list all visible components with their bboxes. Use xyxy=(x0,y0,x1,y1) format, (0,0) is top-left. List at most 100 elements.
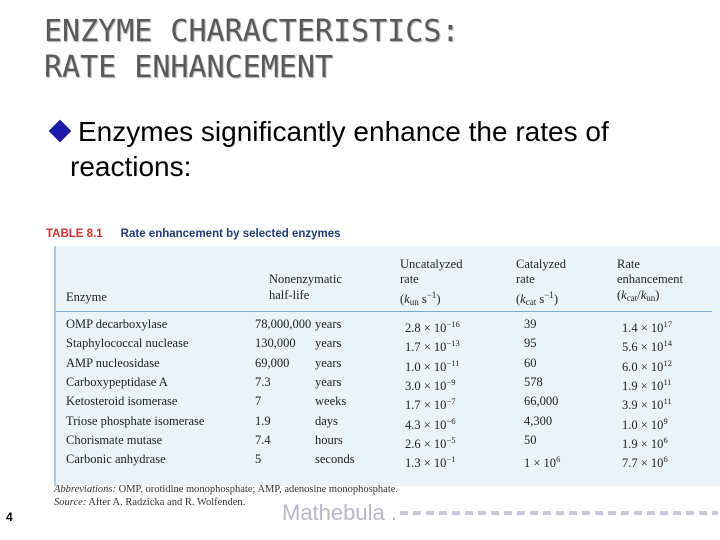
catalyzed-rate-exponent: 6 xyxy=(556,454,561,464)
uncatalyzed-rate-exponent: −7 xyxy=(446,396,456,406)
row-rate-enhancement: 6.0 × 1012 xyxy=(622,356,672,375)
rate-enhancement-base: 6.0 × 10 xyxy=(622,360,664,374)
row-catalyzed-rate: 95 xyxy=(524,336,537,350)
rate-enhancement-base: 1.4 × 10 xyxy=(622,321,664,335)
header-halflife-2: half-life xyxy=(269,288,310,302)
footnote-source: Source: After A. Radzicka and R. Wolfend… xyxy=(54,497,245,508)
page-number: 4 xyxy=(6,510,13,524)
row-uncatalyzed-rate: 1.7 × 10−13 xyxy=(405,336,460,355)
row-uncatalyzed-rate: 1.7 × 10−7 xyxy=(405,394,455,413)
uncatalyzed-rate-base: 1.3 × 10 xyxy=(405,456,447,470)
row-enzyme-name: Carboxypeptidase A xyxy=(66,375,168,389)
rate-enhancement-exponent: 9 xyxy=(663,416,668,426)
row-enzyme-name: Triose phosphate isomerase xyxy=(66,414,205,428)
row-catalyzed-rate: 50 xyxy=(524,433,537,447)
rate-enhancement-base: 7.7 × 10 xyxy=(622,456,664,470)
row-halflife-unit: weeks xyxy=(315,394,347,408)
table-label: TABLE 8.1 xyxy=(46,228,103,240)
table-caption: TABLE 8.1 Rate enhancement by selected en… xyxy=(46,228,341,240)
row-halflife-unit: years xyxy=(315,336,342,350)
rate-enhancement-exponent: 6 xyxy=(663,435,668,445)
row-halflife-value: 7.4 xyxy=(255,433,271,447)
table-title: Rate enhancement by selected enzymes xyxy=(120,228,341,240)
uncatalyzed-rate-exponent: −5 xyxy=(446,435,456,445)
row-halflife-value: 78,000,000 xyxy=(255,317,312,331)
rate-enhancement-exponent: 17 xyxy=(663,319,672,329)
header-enh-2: enhancement xyxy=(617,272,683,286)
row-enzyme-name: AMP nucleosidase xyxy=(66,356,160,370)
uncatalyzed-rate-exponent: −11 xyxy=(446,358,460,368)
row-uncatalyzed-rate: 4.3 × 10−6 xyxy=(405,414,455,433)
uncatalyzed-rate-exponent: −9 xyxy=(446,377,456,387)
header-halflife-1: Nonenzymatic xyxy=(269,272,342,286)
rate-enhancement-exponent: 14 xyxy=(663,338,672,348)
rate-enhancement-exponent: 11 xyxy=(663,396,672,406)
row-halflife-value: 7 xyxy=(255,394,262,408)
header-uncat-units: (kun s−1) xyxy=(400,290,441,307)
row-rate-enhancement: 1.0 × 109 xyxy=(622,414,668,433)
catalyzed-rate-base: 1 × 10 xyxy=(524,456,557,470)
row-uncatalyzed-rate: 3.0 × 10−9 xyxy=(405,375,455,394)
uncatalyzed-rate-base: 2.8 × 10 xyxy=(405,321,447,335)
header-cat-units: (kcat s−1) xyxy=(516,290,558,307)
row-enzyme-name: OMP decarboxylase xyxy=(66,317,168,331)
row-rate-enhancement: 1.9 × 106 xyxy=(622,433,668,452)
bullet-text-line2: reactions: xyxy=(70,151,192,182)
row-halflife-value: 5 xyxy=(255,452,262,466)
rate-enhancement-base: 1.0 × 10 xyxy=(622,418,664,432)
row-rate-enhancement: 1.4 × 1017 xyxy=(622,317,672,336)
uncatalyzed-rate-base: 1.0 × 10 xyxy=(405,360,447,374)
enzyme-table-figure: TABLE 8.1 Rate enhancement by selected en… xyxy=(40,216,720,516)
header-enh-units: (kcat/kun) xyxy=(617,288,660,303)
row-uncatalyzed-rate: 1.3 × 10−1 xyxy=(405,452,455,471)
row-halflife-value: 1.9 xyxy=(255,414,271,428)
row-halflife-unit: years xyxy=(315,317,342,331)
row-catalyzed-rate: 39 xyxy=(524,317,537,331)
row-catalyzed-rate: 4,300 xyxy=(524,414,553,428)
footnote-abbr-text: OMP, orotidine monophosphate; AMP, adeno… xyxy=(118,484,399,495)
slide-title-line2: RATE ENHANCEMENT xyxy=(44,50,333,85)
rate-enhancement-base: 3.9 × 10 xyxy=(622,398,664,412)
uncatalyzed-rate-exponent: −13 xyxy=(446,338,460,348)
header-cat-1: Catalyzed xyxy=(516,257,566,271)
row-enzyme-name: Chorismate mutase xyxy=(66,433,163,447)
row-catalyzed-rate: 60 xyxy=(524,356,537,370)
uncatalyzed-rate-base: 1.7 × 10 xyxy=(405,340,447,354)
row-uncatalyzed-rate: 1.0 × 10−11 xyxy=(405,356,459,375)
row-halflife-value: 7.3 xyxy=(255,375,271,389)
row-uncatalyzed-rate: 2.8 × 10−16 xyxy=(405,317,460,336)
row-halflife-unit: years xyxy=(315,356,342,370)
uncatalyzed-rate-exponent: −16 xyxy=(446,319,460,329)
slide-title: ENZYME CHARACTERISTICS: RATE ENHANCEMENT xyxy=(44,14,684,86)
rate-enhancement-base: 1.9 × 10 xyxy=(622,379,664,393)
row-rate-enhancement: 5.6 × 1014 xyxy=(622,336,672,355)
bottom-decoration xyxy=(400,511,718,515)
footnote-abbr-label: Abbreviations: xyxy=(54,484,117,495)
row-halflife-unit: days xyxy=(315,414,338,428)
row-halflife-value: 69,000 xyxy=(255,356,290,370)
row-enzyme-name: Carbonic anhydrase xyxy=(66,452,166,466)
row-enzyme-name: Staphylococcal nuclease xyxy=(66,336,189,350)
table-body xyxy=(54,246,720,486)
row-halflife-unit: seconds xyxy=(315,452,355,466)
header-uncat-1: Uncatalyzed xyxy=(400,257,463,271)
rate-enhancement-base: 5.6 × 10 xyxy=(622,340,664,354)
header-uncat-2: rate xyxy=(400,272,419,286)
row-rate-enhancement: 7.7 × 106 xyxy=(622,452,668,471)
row-halflife-value: 130,000 xyxy=(255,336,296,350)
bullet-point: Enzymes significantly enhance the rates … xyxy=(46,114,706,184)
rate-enhancement-exponent: 11 xyxy=(663,377,672,387)
footnote-source-text: After A. Radzicka and R. Wolfenden. xyxy=(88,497,246,508)
header-divider xyxy=(56,311,712,312)
diamond-bullet-icon xyxy=(48,119,72,143)
overlay-caption: Mathebula . xyxy=(282,500,397,525)
row-catalyzed-rate: 578 xyxy=(524,375,543,389)
row-rate-enhancement: 3.9 × 1011 xyxy=(622,394,672,413)
uncatalyzed-rate-exponent: −6 xyxy=(446,416,456,426)
header-cat-2: rate xyxy=(516,272,535,286)
slide-title-line1: ENZYME CHARACTERISTICS: xyxy=(44,14,460,49)
uncatalyzed-rate-base: 1.7 × 10 xyxy=(405,398,447,412)
rate-enhancement-exponent: 6 xyxy=(663,454,668,464)
uncatalyzed-rate-base: 2.6 × 10 xyxy=(405,437,447,451)
footnote-abbreviations: Abbreviations: OMP, orotidine monophosph… xyxy=(54,484,398,495)
